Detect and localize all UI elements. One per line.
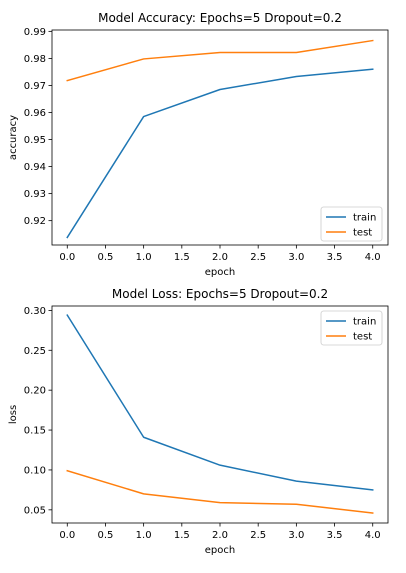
y-tick-label: 0.93 <box>24 189 46 200</box>
y-axis-label: loss <box>8 405 19 424</box>
y-tick-label: 0.05 <box>24 505 46 516</box>
y-tick-label: 0.94 <box>24 162 46 173</box>
x-tick-label: 2.0 <box>212 252 228 263</box>
x-tick-label: 4.0 <box>365 252 381 263</box>
chart-title: Model Accuracy: Epochs=5 Dropout=0.2 <box>98 11 342 25</box>
x-axis-label: epoch <box>205 267 235 278</box>
y-tick-label: 0.25 <box>24 346 46 357</box>
series-line-train <box>66 68 374 239</box>
y-tick-label: 0.20 <box>24 386 46 397</box>
x-axis-label: epoch <box>205 545 235 556</box>
y-tick-label: 0.96 <box>24 108 46 119</box>
x-tick-label: 4.0 <box>365 530 381 541</box>
legend: train test <box>320 310 383 346</box>
x-tick-label: 0.5 <box>98 530 114 541</box>
x-tick-label: 2.5 <box>250 252 266 263</box>
y-tick-label: 0.92 <box>24 216 46 227</box>
x-tick-label: 3.5 <box>327 252 343 263</box>
x-tick-label: 2.0 <box>212 530 228 541</box>
x-tick-label: 0.0 <box>59 252 75 263</box>
subplot-accuracy: Model Accuracy: Epochs=5 Dropout=0.2 0.0 0… <box>8 11 389 278</box>
y-tick-label: 0.99 <box>24 27 46 38</box>
series-line-test <box>66 469 374 514</box>
legend-label-train: train <box>353 213 376 224</box>
y-tick-label: 0.97 <box>24 81 46 92</box>
x-tick-label: 0.5 <box>98 252 114 263</box>
legend-label-train: train <box>353 317 376 328</box>
y-tick-label: 0.95 <box>24 135 46 146</box>
chart-title: Model Loss: Epochs=5 Dropout=0.2 <box>112 287 328 301</box>
legend-label-test: test <box>353 332 372 343</box>
subplot-loss: Model Loss: Epochs=5 Dropout=0.2 0.0 0.5 1.… <box>8 287 389 556</box>
y-axis-label: accuracy <box>8 115 19 160</box>
x-tick-label: 1.0 <box>136 530 152 541</box>
x-tick-label: 1.0 <box>136 252 152 263</box>
y-tick-label: 0.15 <box>24 426 46 437</box>
x-tick-label: 3.5 <box>327 530 343 541</box>
legend: train test <box>320 206 383 242</box>
x-tick-label: 3.0 <box>288 530 304 541</box>
legend-label-test: test <box>353 228 372 239</box>
series-line-train <box>66 314 374 491</box>
x-tick-label: 1.5 <box>174 530 190 541</box>
x-tick-label: 3.0 <box>288 252 304 263</box>
y-tick-label: 0.98 <box>24 54 46 65</box>
series-line-test <box>66 39 374 82</box>
x-tick-label: 2.5 <box>250 530 266 541</box>
x-tick-label: 1.5 <box>174 252 190 263</box>
y-tick-label: 0.10 <box>24 465 46 476</box>
x-tick-label: 0.0 <box>59 530 75 541</box>
y-tick-label: 0.30 <box>24 306 46 317</box>
